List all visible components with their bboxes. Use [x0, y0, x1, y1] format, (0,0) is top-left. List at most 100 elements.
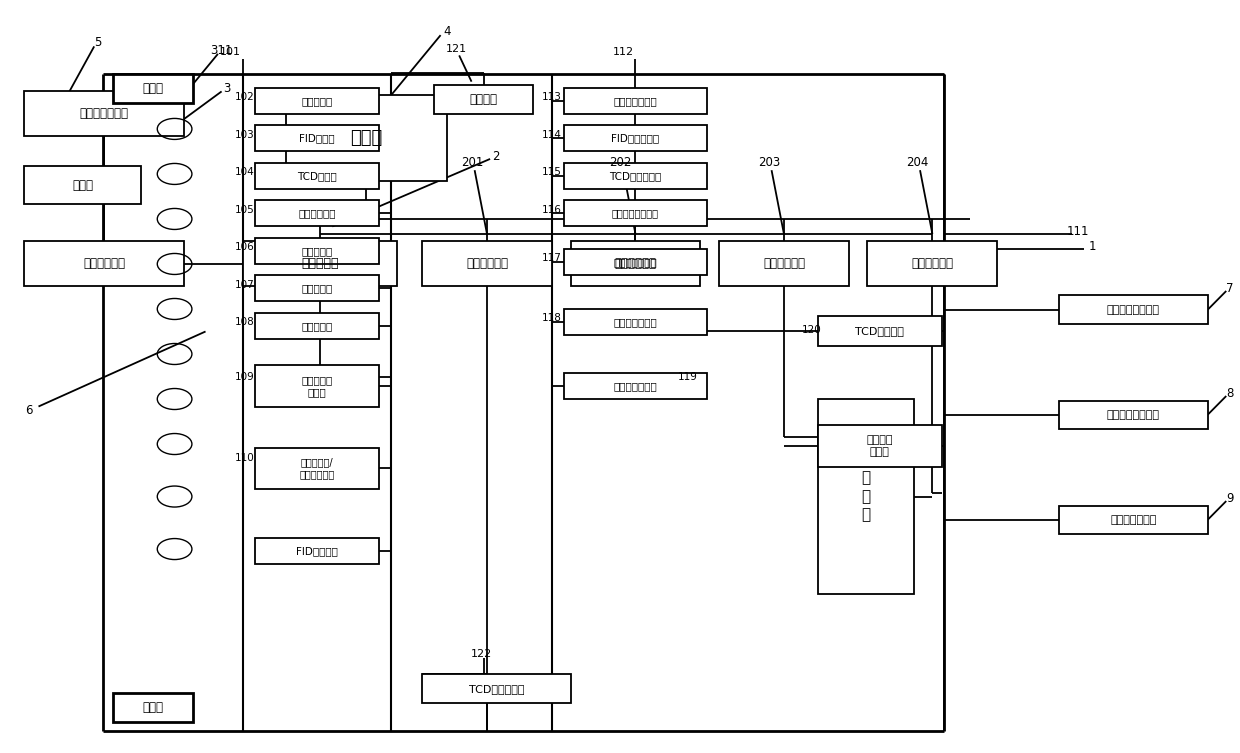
- Text: 5: 5: [94, 36, 102, 49]
- Bar: [113, 74, 193, 102]
- Text: 色谱仪载气/
样品气体换阀: 色谱仪载气/ 样品气体换阀: [299, 457, 335, 480]
- Bar: [719, 242, 849, 286]
- Bar: [564, 87, 707, 114]
- Text: 4: 4: [443, 25, 450, 38]
- Text: 远程移动控制端: 远程移动控制端: [79, 108, 129, 120]
- Text: 107: 107: [236, 280, 255, 290]
- Text: FID点火线圈: FID点火线圈: [296, 546, 337, 556]
- Text: 电磁阀: 电磁阀: [143, 701, 164, 714]
- Text: TCD温度传感器: TCD温度传感器: [609, 171, 662, 181]
- Text: 转化炉加热器: 转化炉加热器: [298, 209, 336, 218]
- Text: 116: 116: [542, 205, 562, 215]
- Text: 十通进样阀: 十通进样阀: [301, 321, 332, 331]
- Text: 122: 122: [471, 649, 492, 659]
- Text: 氢气压力传感器: 氢气压力传感器: [614, 317, 657, 327]
- Text: FID加热器: FID加热器: [299, 133, 335, 143]
- Text: 中央处理器: 中央处理器: [301, 258, 339, 270]
- Text: 数字量输入端: 数字量输入端: [911, 258, 954, 270]
- Text: TCD桥流电磁阀: TCD桥流电磁阀: [469, 684, 525, 694]
- Text: TCD桥流模块: TCD桥流模块: [856, 327, 904, 337]
- Text: 继电器组: 继电器组: [470, 93, 498, 106]
- Bar: [422, 242, 552, 286]
- Text: 空气发生器电磁阀: 空气发生器电磁阀: [1107, 305, 1159, 315]
- Text: 2: 2: [492, 150, 500, 163]
- Bar: [255, 87, 378, 114]
- Bar: [564, 163, 707, 189]
- Text: 311: 311: [211, 44, 233, 57]
- Text: 模拟量输出端: 模拟量输出端: [763, 258, 805, 270]
- Bar: [1059, 505, 1208, 534]
- Bar: [818, 425, 941, 467]
- Bar: [422, 675, 570, 703]
- Text: 101: 101: [219, 47, 241, 56]
- Bar: [818, 316, 941, 346]
- Text: 201: 201: [461, 156, 484, 169]
- Text: 色谱仪电机: 色谱仪电机: [301, 245, 332, 256]
- Text: 电磁阀: 电磁阀: [143, 82, 164, 95]
- Text: 数字量输出端: 数字量输出端: [466, 258, 508, 270]
- Text: 112: 112: [613, 47, 634, 56]
- Bar: [434, 85, 533, 114]
- Text: 7: 7: [1226, 282, 1234, 295]
- Text: 模拟量输入端: 模拟量输入端: [615, 258, 656, 270]
- Text: 119: 119: [678, 371, 698, 382]
- Bar: [24, 242, 185, 286]
- Bar: [564, 200, 707, 227]
- Bar: [1059, 401, 1208, 429]
- Bar: [564, 373, 707, 399]
- Bar: [1059, 295, 1208, 324]
- Bar: [564, 125, 707, 151]
- Text: 氮气压力传感器: 氮气压力传感器: [614, 381, 657, 391]
- Bar: [286, 95, 446, 181]
- Bar: [868, 242, 997, 286]
- Text: 117: 117: [542, 253, 562, 263]
- Bar: [255, 125, 378, 151]
- Bar: [255, 365, 378, 407]
- Text: 104: 104: [236, 167, 255, 178]
- Text: 色谱仪自动
进样泵: 色谱仪自动 进样泵: [301, 375, 332, 397]
- Bar: [818, 399, 914, 594]
- Bar: [255, 238, 378, 264]
- Bar: [255, 163, 378, 189]
- Text: 204: 204: [906, 156, 929, 169]
- Text: 113: 113: [542, 93, 562, 102]
- Text: 203: 203: [758, 156, 780, 169]
- Text: 空气压力传感器: 空气压力传感器: [614, 257, 657, 267]
- Text: 氢气发生器电磁阀: 氢气发生器电磁阀: [1107, 410, 1159, 419]
- Text: 109: 109: [236, 371, 255, 382]
- Text: 110: 110: [236, 453, 255, 462]
- Text: 8: 8: [1226, 387, 1234, 401]
- Text: 202: 202: [609, 156, 632, 169]
- Text: 远程传输模块: 远程传输模块: [83, 258, 125, 270]
- Text: 柱箱温度传感器: 柱箱温度传感器: [614, 96, 657, 105]
- Bar: [24, 166, 141, 204]
- Text: 115: 115: [542, 167, 562, 178]
- Bar: [570, 242, 701, 286]
- Bar: [255, 312, 378, 339]
- Text: TCD加热器: TCD加热器: [298, 171, 337, 181]
- Text: 计算机: 计算机: [350, 130, 382, 148]
- Text: 108: 108: [236, 318, 255, 328]
- Text: 120: 120: [802, 325, 822, 335]
- Bar: [24, 91, 185, 136]
- Text: 柱箱加热器: 柱箱加热器: [301, 96, 332, 105]
- Text: 转化炉温度传感器: 转化炉温度传感器: [613, 209, 658, 218]
- Text: 105: 105: [236, 205, 255, 215]
- Text: 121: 121: [446, 44, 467, 54]
- Bar: [564, 249, 707, 275]
- Text: 9: 9: [1226, 492, 1234, 505]
- Text: 六通进样阀: 六通进样阀: [301, 283, 332, 294]
- Text: 118: 118: [542, 313, 562, 323]
- Text: 1: 1: [1089, 240, 1096, 253]
- Text: 114: 114: [542, 130, 562, 140]
- Text: FID温度传感器: FID温度传感器: [611, 133, 660, 143]
- Text: 触
摸
屏: 触 摸 屏: [862, 471, 870, 523]
- Bar: [243, 242, 397, 286]
- Text: 103: 103: [236, 130, 255, 140]
- Text: 高纯氮气电磁阀: 高纯氮气电磁阀: [1110, 515, 1157, 525]
- Bar: [255, 200, 378, 227]
- Text: 压力控制
开关组: 压力控制 开关组: [867, 434, 893, 457]
- Text: 111: 111: [1066, 225, 1089, 238]
- Bar: [255, 448, 378, 489]
- Text: 3: 3: [223, 82, 231, 95]
